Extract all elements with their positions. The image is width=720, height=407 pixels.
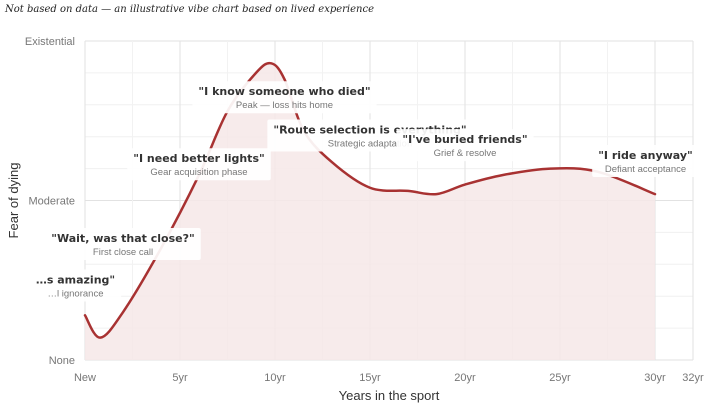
x-tick-label: 25yr bbox=[549, 372, 571, 384]
annotation-caption: Peak — loss hits home bbox=[236, 100, 333, 111]
annotation-quote: "Wait, was that close?" bbox=[51, 232, 194, 245]
x-tick-label: 20yr bbox=[454, 372, 476, 384]
annotation-quote: "I ride anyway" bbox=[598, 149, 693, 162]
annotation: …s amazing" …l ignorance bbox=[29, 269, 122, 302]
annotation: "I know someone who died" Peak — loss hit… bbox=[192, 81, 377, 114]
y-tick-label: Existential bbox=[25, 36, 75, 48]
y-tick-label: None bbox=[49, 355, 75, 367]
annotation-background bbox=[192, 81, 377, 114]
annotation: "I've buried friends" Grief & resolve bbox=[396, 129, 534, 162]
annotation-caption: Grief & resolve bbox=[434, 148, 497, 159]
annotation-quote: "I know someone who died" bbox=[198, 85, 370, 98]
x-axis-title: Years in the sport bbox=[339, 388, 440, 403]
annotation-caption: First close call bbox=[93, 247, 153, 258]
axis-ticks: New 5yr 10yr 15yr 20yr 25yr 30yr 32yr None Modera… bbox=[25, 36, 704, 384]
annotation-background bbox=[127, 148, 271, 181]
x-tick-label: 10yr bbox=[264, 372, 286, 384]
x-tick-label: 30yr bbox=[644, 372, 666, 384]
chart-subtitle: Not based on data — an illustrative vibe… bbox=[5, 4, 375, 15]
y-tick-label: Moderate bbox=[29, 196, 75, 208]
annotation-background bbox=[396, 129, 534, 162]
annotation-quote: "I've buried friends" bbox=[402, 133, 527, 146]
annotation: "Wait, was that close?" First close call bbox=[45, 227, 201, 260]
x-tick-label: 32yr bbox=[682, 372, 704, 384]
annotation-quote: "I need better lights" bbox=[133, 152, 264, 165]
annotation-caption: Gear acquisition phase bbox=[150, 167, 247, 178]
annotation-background bbox=[45, 227, 201, 260]
annotation-quote: …s amazing" bbox=[36, 273, 115, 286]
annotation-caption: …l ignorance bbox=[48, 288, 104, 299]
x-tick-label: 5yr bbox=[172, 372, 188, 384]
annotation: "I need better lights" Gear acquisition p… bbox=[127, 148, 271, 181]
x-tick-label: New bbox=[74, 372, 96, 384]
annotation-caption: Defiant acceptance bbox=[605, 164, 686, 175]
y-axis-title: Fear of dying bbox=[6, 163, 21, 239]
area-fill bbox=[85, 63, 655, 361]
annotations: "Wait, was that close?"First close call"… bbox=[29, 81, 699, 302]
annotation-background bbox=[29, 269, 122, 302]
annotation-background bbox=[592, 145, 699, 178]
annotation: "I ride anyway" Defiant acceptance bbox=[592, 145, 699, 178]
annotation-caption: Strategic adaptation bbox=[328, 139, 413, 150]
x-tick-label: 15yr bbox=[359, 372, 381, 384]
